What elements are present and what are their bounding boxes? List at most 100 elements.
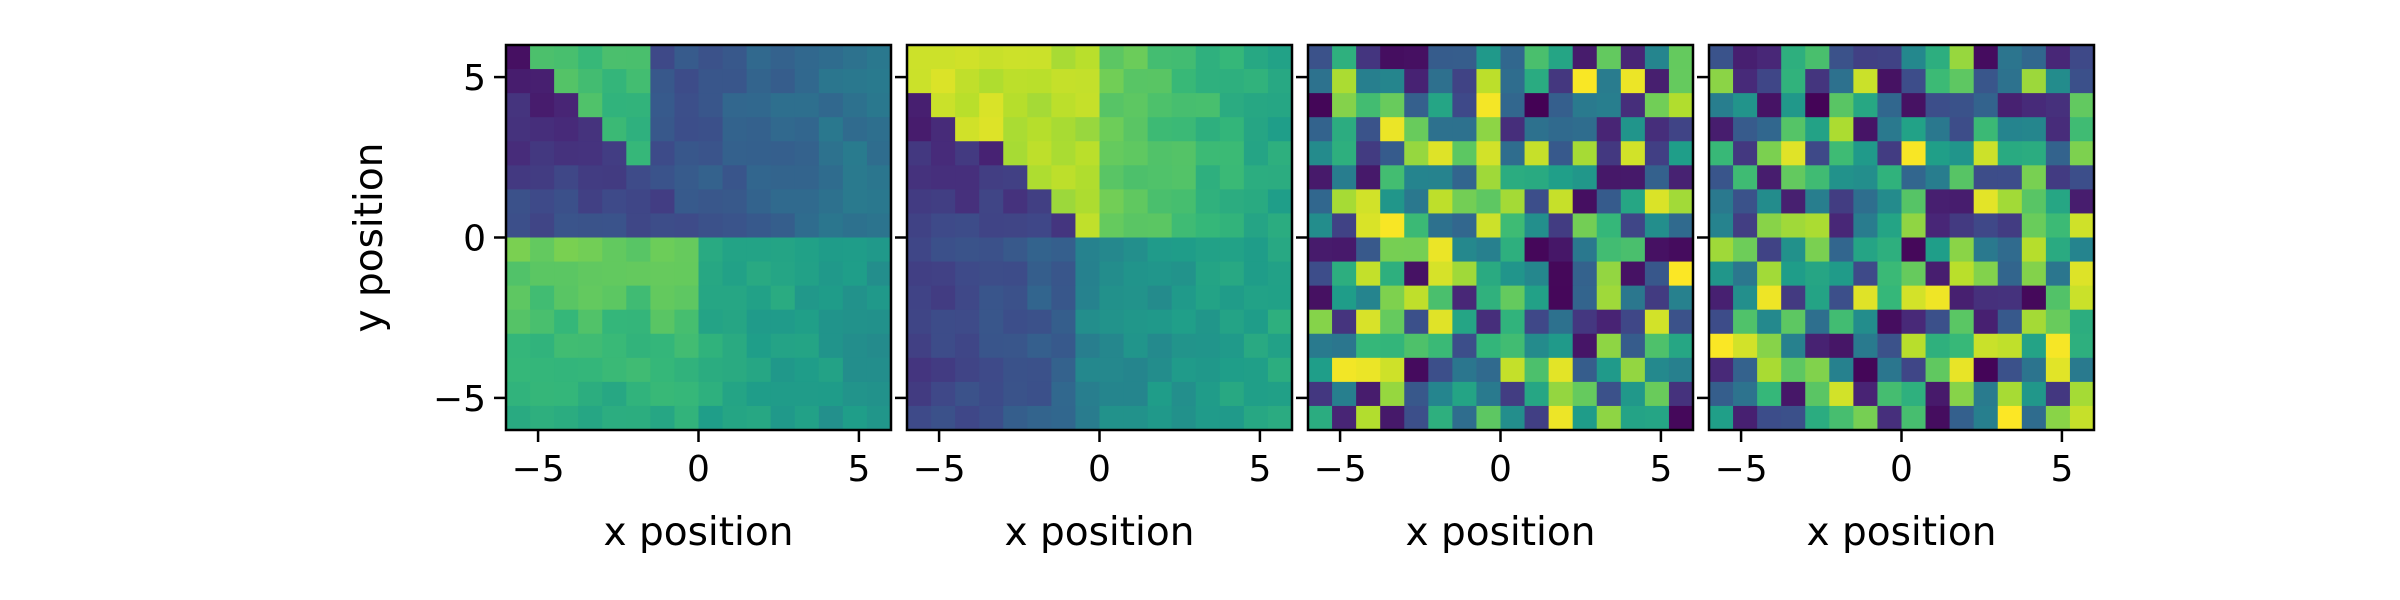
heatmap-cell — [602, 141, 627, 166]
heatmap-cell — [2045, 117, 2071, 142]
heatmap-cell — [794, 285, 820, 311]
heatmap-cell — [626, 405, 651, 431]
heatmap-cell — [794, 93, 820, 118]
heatmap-cell — [1620, 117, 1646, 142]
heatmap-cell — [578, 405, 603, 431]
heatmap-cell — [2069, 45, 2095, 70]
heatmap-cell — [2021, 141, 2047, 166]
heatmap-cell — [1973, 261, 1999, 287]
heatmap-cell — [1853, 381, 1879, 407]
heatmap-cell — [866, 117, 892, 142]
heatmap-cell — [1548, 165, 1574, 190]
heatmap-cell — [1404, 261, 1429, 287]
heatmap-cell — [1428, 333, 1453, 359]
heatmap-cell — [1219, 381, 1245, 407]
heatmap-cell — [1267, 69, 1293, 94]
heatmap-cell — [842, 69, 868, 94]
heatmap-cell — [1308, 261, 1333, 287]
heatmap-cell — [1733, 381, 1758, 407]
heatmap-cell — [746, 405, 772, 431]
heatmap-cell — [1123, 117, 1149, 142]
heatmap-cell — [626, 117, 651, 142]
heatmap-cell — [1332, 69, 1357, 94]
heatmap-cell — [1332, 357, 1357, 383]
heatmap-cell — [1404, 45, 1429, 70]
heatmap-cell — [1620, 261, 1646, 287]
heatmap-cell — [794, 261, 820, 287]
heatmap-cell — [1548, 189, 1574, 215]
heatmap-cell — [722, 93, 748, 118]
heatmap-cell — [1853, 141, 1879, 166]
heatmap-cell — [866, 213, 892, 239]
heatmap-cell — [1973, 309, 1999, 335]
heatmap-cell — [907, 45, 932, 70]
heatmap-cell — [1757, 213, 1782, 239]
heatmap-cell — [1500, 357, 1526, 383]
heatmap-cell — [674, 165, 700, 190]
heatmap-cell — [1428, 285, 1453, 311]
heatmap-cell — [866, 333, 892, 359]
heatmap-cell — [1332, 309, 1357, 335]
heatmap-cell — [1171, 45, 1197, 70]
heatmap-cell — [746, 357, 772, 383]
heatmap-cell — [1356, 357, 1381, 383]
heatmap-cell — [1572, 381, 1598, 407]
heatmap-cell — [554, 45, 579, 70]
x-tick-label: −5 — [1715, 449, 1768, 490]
heatmap-cell — [1051, 405, 1077, 431]
heatmap-cell — [506, 357, 531, 383]
heatmap-cell — [530, 333, 555, 359]
heatmap-cell — [1805, 285, 1830, 311]
heatmap-cell — [1997, 189, 2023, 215]
heatmap-cell — [1123, 357, 1149, 383]
heatmap-cell — [1901, 309, 1927, 335]
heatmap-cell — [907, 69, 932, 94]
heatmap-cell — [1781, 333, 1806, 359]
heatmap-cell — [907, 405, 932, 431]
heatmap-cell — [1709, 261, 1734, 287]
heatmap-cell — [1901, 117, 1927, 142]
heatmap-cell — [1877, 141, 1903, 166]
heatmap-cell — [578, 381, 603, 407]
heatmap-cell — [1644, 405, 1670, 431]
heatmap-cell — [1644, 213, 1670, 239]
heatmap-cell — [578, 141, 603, 166]
heatmap-cell — [1853, 93, 1879, 118]
heatmap-cell — [979, 189, 1004, 215]
heatmap-cell — [1925, 357, 1951, 383]
heatmap-cell — [907, 93, 932, 118]
heatmap-cell — [1308, 237, 1333, 263]
heatmap-cell — [1267, 261, 1293, 287]
heatmap-cell — [1757, 357, 1782, 383]
heatmap-cell — [1308, 93, 1333, 118]
heatmap-cell — [1267, 381, 1293, 407]
heatmap-cell — [1147, 93, 1173, 118]
heatmap-cell — [1123, 45, 1149, 70]
heatmap-cell — [1003, 405, 1028, 431]
heatmap-cell — [1356, 93, 1381, 118]
heatmap-cell — [1476, 285, 1502, 311]
heatmap-cell — [1476, 381, 1502, 407]
heatmap-cell — [530, 357, 555, 383]
heatmap-cell — [1099, 285, 1125, 311]
heatmap-cell — [907, 333, 932, 359]
heatmap-cell — [698, 213, 724, 239]
heatmap-cell — [842, 141, 868, 166]
heatmap-cell — [578, 237, 603, 263]
heatmap-cell — [1877, 69, 1903, 94]
heatmap-cell — [1524, 93, 1550, 118]
heatmap-cell — [1805, 309, 1830, 335]
heatmap-cell — [931, 237, 956, 263]
heatmap-cell — [1195, 45, 1221, 70]
heatmap-cell — [530, 261, 555, 287]
heatmap-cell — [1075, 117, 1101, 142]
heatmap-cell — [2021, 381, 2047, 407]
heatmap-cell — [1452, 213, 1478, 239]
heatmap-cell — [1332, 213, 1357, 239]
heatmap-cell — [1572, 309, 1598, 335]
x-tick-label: 0 — [1890, 449, 1913, 490]
heatmap-cell — [1171, 261, 1197, 287]
heatmap-cell — [2045, 237, 2071, 263]
heatmap-cell — [506, 285, 531, 311]
heatmap-cell — [1572, 117, 1598, 142]
